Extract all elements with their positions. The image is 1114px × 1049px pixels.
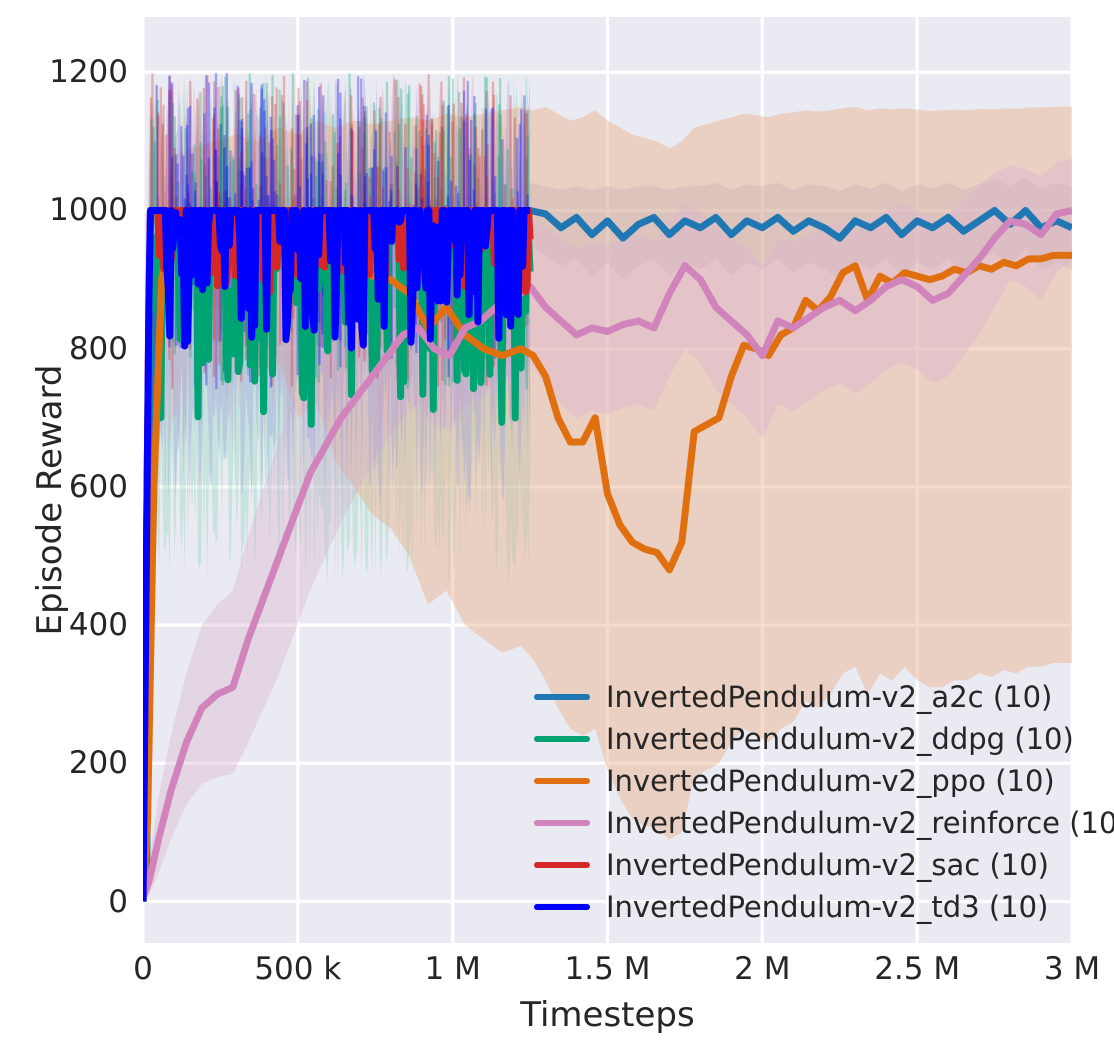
x-axis-label: Timesteps: [520, 995, 695, 1035]
plot-area: [143, 17, 1072, 943]
legend-item[interactable]: InvertedPendulum-v2_ddpg (10): [534, 718, 1114, 760]
y-tick-label: 0: [108, 883, 128, 920]
series-line: [143, 206, 533, 902]
legend-color-swatch: [534, 862, 590, 868]
x-tick-label: 3 M: [1043, 951, 1101, 987]
legend-item[interactable]: InvertedPendulum-v2_ppo (10): [534, 760, 1114, 802]
y-tick-label: 600: [68, 468, 128, 505]
legend-item[interactable]: InvertedPendulum-v2_sac (10): [534, 844, 1114, 886]
legend-color-swatch: [534, 694, 590, 700]
y-tick-label: 200: [68, 745, 128, 782]
legend-item[interactable]: InvertedPendulum-v2_reinforce (10): [534, 802, 1114, 844]
y-tick-label: 800: [68, 330, 128, 367]
x-tick-label: 500 k: [254, 951, 342, 987]
legend-item[interactable]: InvertedPendulum-v2_td3 (10): [534, 886, 1114, 928]
legend-item-label: InvertedPendulum-v2_ppo (10): [606, 764, 1055, 798]
legend-color-swatch: [534, 736, 590, 742]
legend-item-label: InvertedPendulum-v2_reinforce (10): [606, 806, 1114, 840]
legend-color-swatch: [534, 904, 590, 910]
legend-item-label: InvertedPendulum-v2_a2c (10): [606, 680, 1053, 714]
x-tick-label: 2 M: [734, 951, 791, 987]
x-tick-label: 0: [133, 951, 153, 987]
legend-item-label: InvertedPendulum-v2_td3 (10): [606, 890, 1049, 924]
y-tick-label: 1000: [49, 192, 128, 229]
y-tick-label: 400: [68, 607, 128, 644]
confidence-band: [143, 177, 1072, 902]
legend-item-label: InvertedPendulum-v2_sac (10): [606, 848, 1050, 882]
series-lines-group: [143, 206, 1072, 902]
x-tick-label: 2.5 M: [874, 951, 961, 987]
legend-item-label: InvertedPendulum-v2_ddpg (10): [606, 722, 1074, 756]
series-line: [143, 207, 1072, 900]
chart-legend: InvertedPendulum-v2_a2c (10) InvertedPend…: [534, 676, 1114, 928]
y-axis-label: Episode Reward: [30, 364, 70, 636]
legend-color-swatch: [534, 778, 590, 784]
legend-color-swatch: [534, 820, 590, 826]
legend-item[interactable]: InvertedPendulum-v2_a2c (10): [534, 676, 1114, 718]
x-tick-label: 1 M: [424, 951, 481, 987]
x-tick-label: 1.5 M: [564, 951, 651, 987]
plot-svg: [143, 17, 1072, 943]
y-tick-label: 1200: [49, 54, 128, 91]
